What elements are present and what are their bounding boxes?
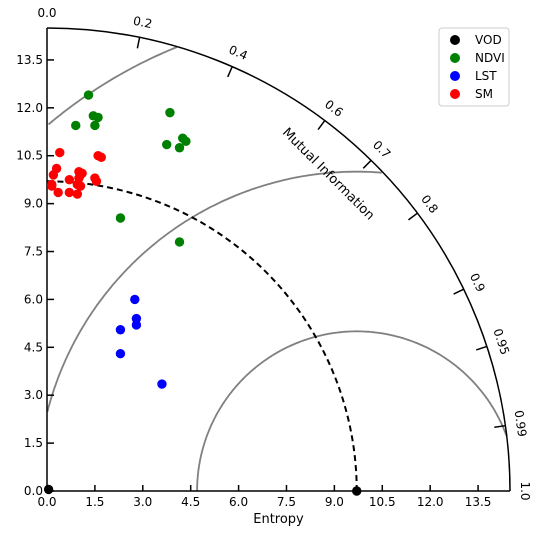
mi-tick-label: 0.6 bbox=[322, 97, 346, 120]
point-lst bbox=[130, 294, 140, 305]
point-sm bbox=[75, 170, 86, 180]
mi-tick-label: 0.9 bbox=[467, 271, 488, 294]
point-sm bbox=[64, 174, 75, 185]
point-ndvi bbox=[174, 143, 185, 153]
mi-tick-label: 0.0 bbox=[37, 6, 56, 20]
y-tick-label: 7.5 bbox=[24, 245, 43, 259]
rms-contour-2 bbox=[46, 170, 382, 412]
legend-label-vod: VOD bbox=[475, 33, 502, 47]
y-tick-label: 12.0 bbox=[16, 101, 43, 115]
mi-tick-label: 0.2 bbox=[132, 14, 154, 32]
y-tick-label: 13.5 bbox=[16, 53, 43, 67]
mi-tick-mark bbox=[408, 212, 418, 221]
mi-tick-label: 0.99 bbox=[512, 409, 530, 437]
mi-tick-mark bbox=[475, 345, 488, 351]
arc-axis-label: Mutual Information bbox=[279, 125, 377, 223]
x-tick-label: 3.0 bbox=[133, 495, 152, 509]
outer-arc bbox=[46, 27, 511, 492]
point-ndvi bbox=[93, 112, 103, 123]
x-tick-label: 13.5 bbox=[465, 495, 492, 509]
legend-label-sm: SM bbox=[475, 87, 493, 101]
point-lst bbox=[115, 325, 126, 335]
point-sm bbox=[48, 170, 59, 180]
mi-tick-label: 0.8 bbox=[418, 192, 441, 216]
x-tick-label: 10.5 bbox=[369, 495, 396, 509]
y-tick-label: 4.5 bbox=[24, 340, 43, 354]
mi-tick-mark bbox=[494, 424, 506, 429]
legend-marker-ndvi bbox=[450, 53, 460, 63]
diagram-frame bbox=[46, 27, 511, 492]
y-tick-label: 1.5 bbox=[24, 436, 43, 450]
point-ndvi bbox=[165, 107, 175, 118]
point-ndvi bbox=[115, 213, 126, 223]
data-points bbox=[43, 90, 362, 496]
mi-tick-label: 1.0 bbox=[518, 481, 532, 500]
point-ndvi bbox=[71, 120, 81, 131]
legend-marker-lst bbox=[450, 71, 460, 81]
point-vod bbox=[352, 486, 362, 496]
x-tick-label: 1.5 bbox=[85, 495, 104, 509]
y-axis-ticks: 0.0 1.5 3.0 4.5 6.0 7.5 9.0 10.5 12.0 13.5 bbox=[16, 53, 54, 498]
point-sm bbox=[47, 181, 57, 191]
point-vod bbox=[43, 484, 54, 495]
point-ndvi bbox=[83, 90, 94, 100]
legend-label-ndvi: NDVI bbox=[475, 51, 505, 65]
rms-contours bbox=[46, 46, 508, 491]
legend-marker-sm bbox=[450, 89, 460, 99]
y-tick-label: 9.0 bbox=[24, 197, 43, 211]
x-axis-ticks: 0.0 1.5 3.0 4.5 6.0 7.5 9.0 10.5 12.0 13.5 bbox=[37, 485, 491, 509]
mi-tick-mark bbox=[453, 288, 465, 295]
y-tick-label: 3.0 bbox=[24, 388, 43, 402]
point-sm bbox=[55, 147, 65, 158]
x-tick-label: 6.0 bbox=[229, 495, 248, 509]
legend-box bbox=[438, 27, 510, 107]
rms-contour-1 bbox=[196, 330, 508, 491]
mi-tick-label: 0.4 bbox=[227, 43, 250, 63]
mi-tick-label: 0.7 bbox=[370, 138, 393, 161]
x-tick-label: 0.0 bbox=[37, 495, 56, 509]
point-sm bbox=[91, 176, 102, 186]
point-sm bbox=[75, 181, 86, 191]
y-tick-label: 6.0 bbox=[24, 292, 43, 306]
mi-tick-label: 0.95 bbox=[490, 327, 512, 357]
legend-marker-vod bbox=[450, 35, 460, 45]
x-tick-label: 9.0 bbox=[325, 495, 344, 509]
point-sm bbox=[72, 189, 83, 199]
reference-arc bbox=[46, 180, 358, 492]
reference-dashed-arc bbox=[46, 180, 358, 492]
mi-tick-mark bbox=[362, 159, 372, 169]
x-tick-label: 4.5 bbox=[181, 495, 200, 509]
x-tick-label: 12.0 bbox=[417, 495, 444, 509]
x-axis-label: Entropy bbox=[253, 512, 304, 527]
point-sm bbox=[64, 187, 75, 198]
legend: VOD NDVI LST SM bbox=[438, 27, 510, 107]
y-tick-label: 0.0 bbox=[24, 484, 43, 498]
point-sm bbox=[96, 152, 106, 163]
point-lst bbox=[157, 379, 167, 389]
point-sm bbox=[53, 187, 63, 198]
mi-tick-mark bbox=[136, 37, 141, 49]
mi-tick-mark bbox=[317, 120, 326, 130]
mi-tick-mark bbox=[227, 66, 233, 78]
point-ndvi bbox=[162, 139, 172, 150]
legend-label-lst: LST bbox=[475, 69, 497, 83]
y-tick-label: 10.5 bbox=[16, 149, 43, 163]
rms-contour-3 bbox=[47, 46, 178, 126]
point-ndvi bbox=[181, 136, 191, 147]
x-tick-label: 7.5 bbox=[277, 495, 296, 509]
point-lst bbox=[131, 320, 142, 330]
point-ndvi bbox=[90, 120, 100, 131]
point-ndvi bbox=[174, 237, 185, 247]
point-lst bbox=[115, 348, 126, 359]
